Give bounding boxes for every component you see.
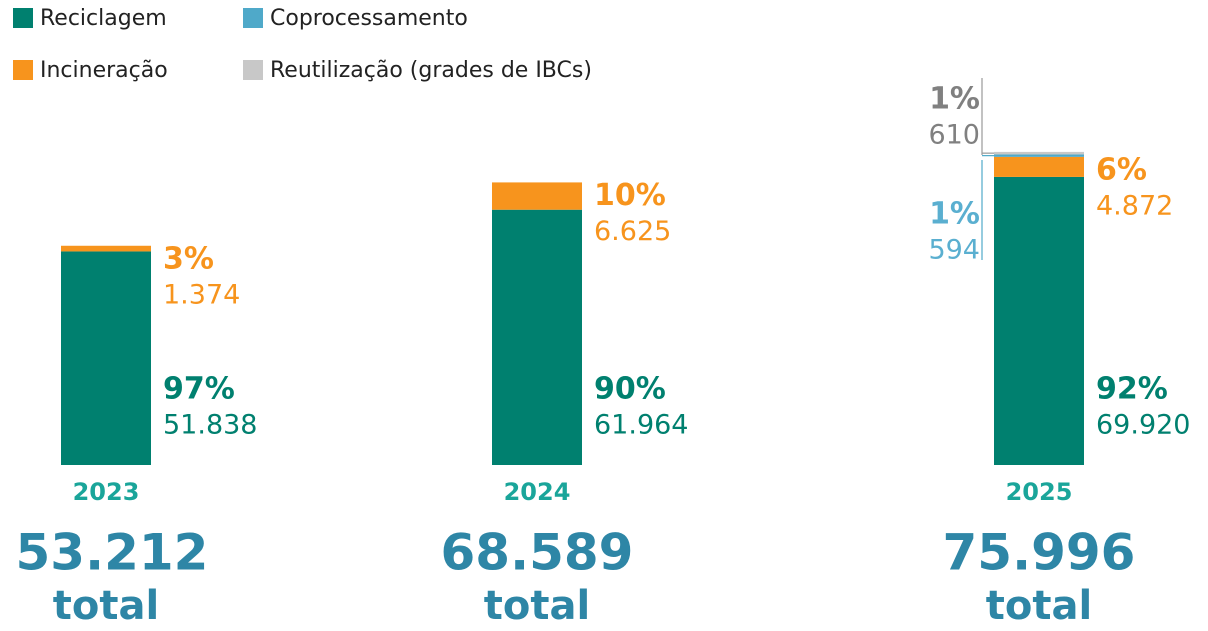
legend-label: Reciclagem — [40, 6, 167, 31]
value-label: 51.838 — [163, 410, 257, 441]
total-value: 75.996 — [943, 524, 1136, 582]
total-text: total — [986, 583, 1092, 629]
bar-segment — [994, 176, 1084, 465]
legend-label: Incineração — [40, 58, 168, 83]
legend-swatch — [13, 8, 33, 28]
total-text: total — [53, 583, 159, 629]
value-label: 6.625 — [594, 216, 671, 247]
percent-label: 1% — [929, 82, 980, 117]
total-value: 68.589 — [441, 524, 634, 582]
percent-label: 97% — [163, 372, 235, 407]
value-label: 610 — [928, 120, 980, 151]
value-label: 4.872 — [1096, 190, 1173, 221]
bar-segment — [492, 182, 582, 210]
bar-segment — [994, 151, 1084, 155]
x-tick-label: 2023 — [73, 478, 140, 506]
percent-label: 6% — [1096, 152, 1147, 187]
value-label: 1.374 — [163, 279, 240, 310]
percent-label: 90% — [594, 372, 666, 407]
x-tick-label: 2024 — [504, 478, 571, 506]
bar-segment — [994, 156, 1084, 177]
x-tick-label: 2025 — [1006, 478, 1073, 506]
legend-label: Reutilização (grades de IBCs) — [270, 58, 592, 83]
percent-label: 3% — [163, 241, 214, 276]
percent-label: 10% — [594, 178, 666, 213]
legend-label: Coprocessamento — [270, 6, 468, 31]
bar-segment — [994, 154, 1084, 157]
value-label: 594 — [928, 235, 980, 266]
bar-segment — [61, 251, 151, 465]
legend-swatch — [13, 60, 33, 80]
value-label: 61.964 — [594, 410, 688, 441]
bar-segment — [61, 245, 151, 252]
total-value: 53.212 — [16, 524, 209, 582]
percent-label: 92% — [1096, 372, 1168, 407]
value-label: 69.920 — [1096, 410, 1190, 441]
legend-swatch — [243, 8, 263, 28]
total-text: total — [484, 583, 590, 629]
legend-swatch — [243, 60, 263, 80]
bar-segment — [492, 209, 582, 465]
percent-label: 1% — [929, 197, 980, 232]
